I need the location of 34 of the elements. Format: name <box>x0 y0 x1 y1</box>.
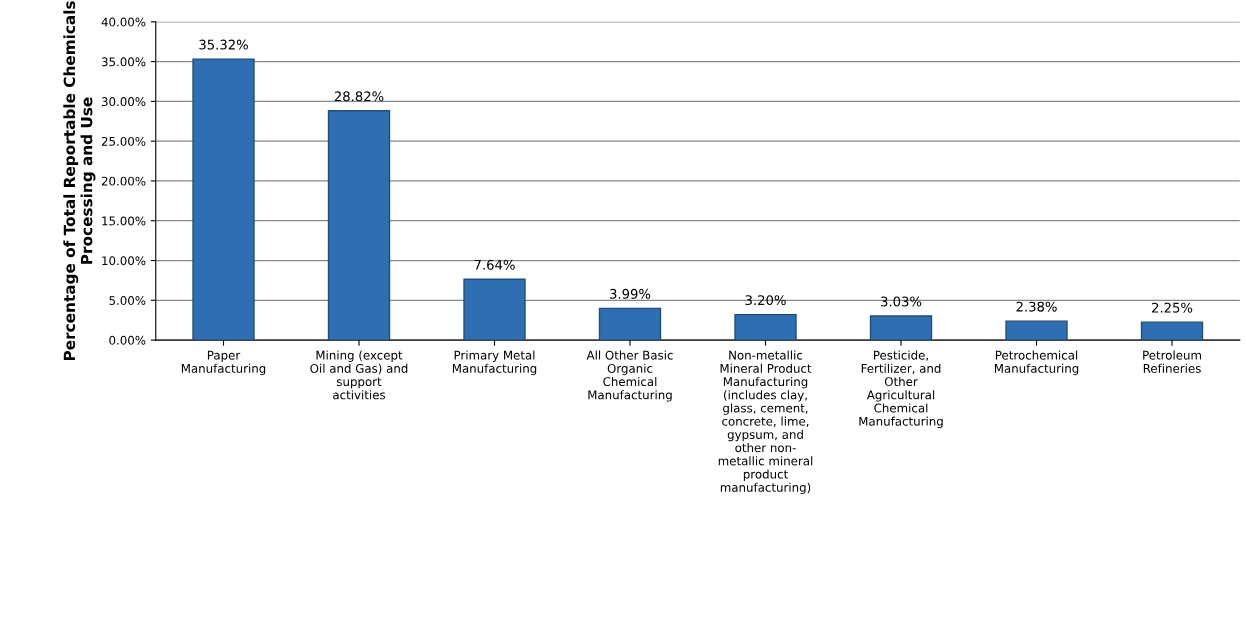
bar <box>598 307 662 341</box>
bar <box>327 110 391 341</box>
y-tick-label: 10.00% <box>102 256 146 266</box>
x-tick-label: Primary Metal Manufacturing <box>452 350 537 376</box>
x-tick-label: All Other Basic Organic Chemical Manufacturing <box>586 350 673 402</box>
y-tick-label: 35.00% <box>101 57 146 67</box>
bar <box>734 313 797 341</box>
data-label: 3.03% <box>881 296 922 307</box>
bar <box>463 278 526 341</box>
y-tick-label: 5.00% <box>109 296 146 305</box>
y-axis-title: Percentage of Total Reportable Chemicals Processing and Use <box>63 1 96 361</box>
bar <box>1140 321 1204 341</box>
y-tick-label: 40.00% <box>101 17 146 27</box>
data-label: 2.38% <box>1016 301 1057 312</box>
data-label: 3.20% <box>745 295 786 306</box>
data-label: 7.64% <box>474 259 515 270</box>
x-tick-label: Mining (except Oil and Gas) and support activities <box>310 350 408 400</box>
data-label: 35.32% <box>199 39 248 50</box>
category-label: Non-metallic Mineral Product Manufacturing (includes clay, glass, cement, concrete, lime, gypsum, and other non- metallic mineral product manufacturing) <box>718 350 813 495</box>
data-label: 28.82% <box>334 91 384 102</box>
y-tick-label: 25.00% <box>101 136 146 146</box>
bar <box>869 315 933 341</box>
bar <box>192 58 255 341</box>
y-tick-label: 0.00% <box>109 335 146 345</box>
bar <box>1005 320 1068 341</box>
x-tick-label: Pesticide, Fertilizer, and Other Agricultural Chemical Manufacturing <box>859 350 943 429</box>
x-tick-label: Petrochemical Manufacturing <box>994 350 1079 376</box>
y-tick-label: 15.00% <box>102 216 146 226</box>
data-label: 2.25% <box>1152 302 1193 313</box>
y-tick-label: 20.00% <box>101 176 146 186</box>
x-tick-label: Paper Manufacturing <box>181 350 266 376</box>
x-tick-label: Petroleum Refineries <box>1143 350 1201 373</box>
data-label: 3.99% <box>610 288 651 299</box>
y-tick-label: 30.00% <box>101 97 146 107</box>
